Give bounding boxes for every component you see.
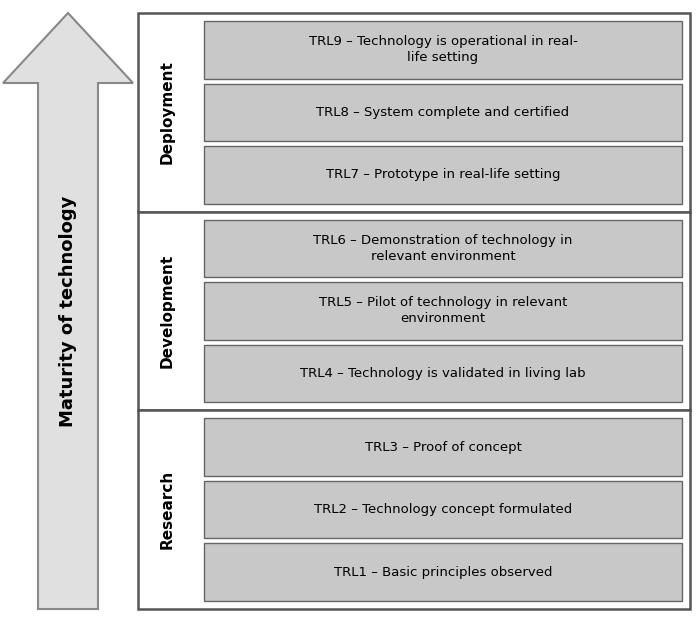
Text: Maturity of technology: Maturity of technology [59, 196, 77, 427]
Text: TRL4 – Technology is validated in living lab: TRL4 – Technology is validated in living… [300, 367, 586, 380]
Bar [204, 84, 682, 141]
Bar [204, 220, 682, 277]
Bar [204, 21, 682, 78]
Bar [138, 212, 690, 410]
Polygon shape [3, 13, 133, 609]
Text: Development: Development [160, 254, 174, 368]
Bar [204, 419, 682, 476]
Text: TRL2 – Technology concept formulated: TRL2 – Technology concept formulated [314, 503, 572, 516]
Bar [204, 146, 682, 204]
Bar [204, 345, 682, 402]
Text: Research: Research [160, 470, 174, 550]
Bar [138, 13, 690, 212]
Text: TRL3 – Proof of concept: TRL3 – Proof of concept [365, 441, 522, 453]
Bar [204, 282, 682, 340]
Bar [204, 543, 682, 601]
Text: TRL8 – System complete and certified: TRL8 – System complete and certified [316, 106, 570, 119]
Text: TRL9 – Technology is operational in real-
life setting: TRL9 – Technology is operational in real… [309, 35, 578, 65]
Text: Deployment: Deployment [160, 60, 174, 165]
Text: TRL6 – Demonstration of technology in
relevant environment: TRL6 – Demonstration of technology in re… [314, 234, 573, 263]
Text: TRL5 – Pilot of technology in relevant
environment: TRL5 – Pilot of technology in relevant e… [318, 296, 567, 325]
Text: TRL7 – Prototype in real-life setting: TRL7 – Prototype in real-life setting [326, 168, 560, 181]
Bar [138, 410, 690, 609]
Text: TRL1 – Basic principles observed: TRL1 – Basic principles observed [334, 566, 552, 579]
Bar [204, 481, 682, 538]
